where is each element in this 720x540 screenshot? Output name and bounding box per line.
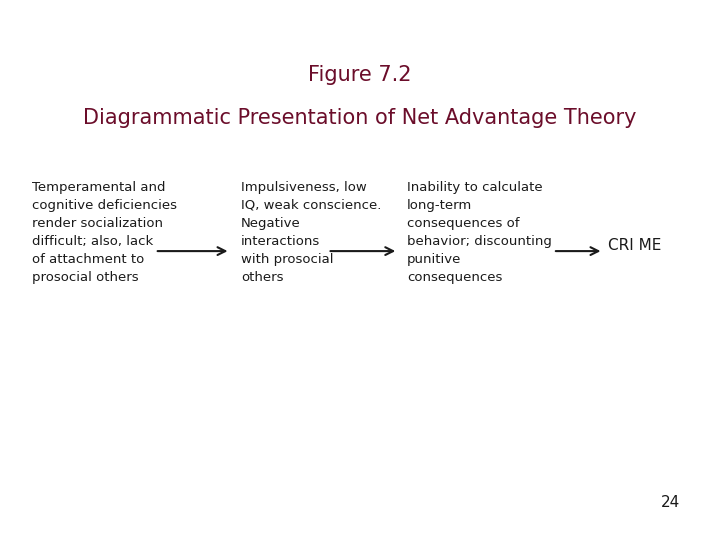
Text: CRI ME: CRI ME xyxy=(608,238,662,253)
Text: Inability to calculate
long-term
consequences of
behavior; discounting
punitive
: Inability to calculate long-term consequ… xyxy=(407,181,552,284)
Text: 24: 24 xyxy=(661,495,680,510)
Text: Diagrammatic Presentation of Net Advantage Theory: Diagrammatic Presentation of Net Advanta… xyxy=(84,108,636,128)
Text: Impulsiveness, low
IQ, weak conscience.
Negative
interactions
with prosocial
oth: Impulsiveness, low IQ, weak conscience. … xyxy=(241,181,382,284)
Text: Temperamental and
cognitive deficiencies
render socialization
difficult; also, l: Temperamental and cognitive deficiencies… xyxy=(32,181,177,284)
Text: Figure 7.2: Figure 7.2 xyxy=(308,65,412,85)
